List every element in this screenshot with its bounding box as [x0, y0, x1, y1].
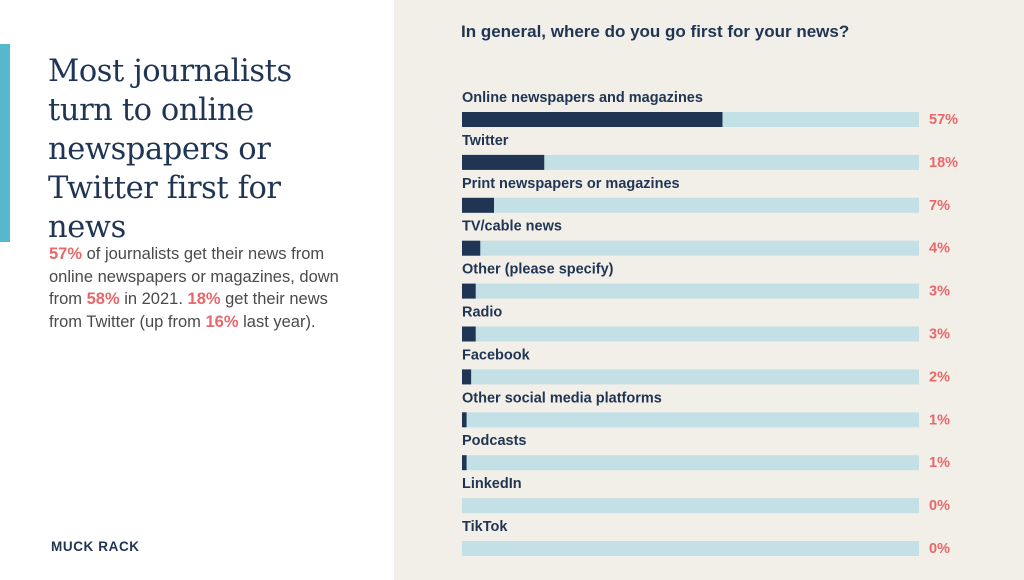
bar — [462, 197, 494, 213]
category-label: TikTok — [462, 519, 508, 535]
bar — [462, 112, 723, 127]
category-label: Other (please specify) — [462, 262, 614, 278]
value-label: 3% — [929, 284, 950, 300]
bar — [462, 240, 481, 256]
value-label: 2% — [929, 369, 950, 385]
bar-track — [462, 498, 919, 514]
stat-online-2022: 57% — [49, 245, 83, 263]
category-label: Twitter — [462, 133, 509, 149]
bar-track — [462, 283, 919, 299]
bar — [462, 283, 476, 299]
value-label: 4% — [929, 241, 950, 257]
category-label: Online newspapers and magazines — [462, 90, 703, 106]
category-label: Facebook — [462, 347, 531, 363]
stat-twitter-2022: 18% — [187, 290, 221, 308]
summary-text-part-2: in 2021. — [119, 290, 188, 308]
category-label: TV/cable news — [462, 219, 562, 235]
value-label: 0% — [929, 498, 950, 514]
category-label: Print newspapers or magazines — [462, 176, 680, 192]
bar-track — [462, 369, 919, 385]
bar-track — [462, 197, 919, 213]
bar — [462, 455, 467, 471]
value-label: 18% — [929, 155, 958, 171]
category-label: Podcasts — [462, 433, 526, 449]
bar — [462, 154, 545, 170]
summary-text-part-4: last year). — [238, 312, 316, 331]
bar-track — [462, 412, 919, 428]
accent-bar — [0, 44, 10, 242]
value-label: 1% — [929, 455, 950, 471]
bar-track — [462, 326, 919, 342]
summary-panel: Most journalists turn to online newspape… — [0, 0, 394, 580]
bar-track — [462, 455, 919, 471]
bar — [462, 369, 472, 385]
summary-text-part-3: get their news from Twitter (up from — [49, 290, 328, 331]
stat-online-2021: 58% — [86, 290, 120, 308]
value-label: 0% — [929, 541, 950, 557]
bar-track — [462, 154, 919, 170]
headline: Most journalists turn to online newspape… — [48, 54, 292, 245]
bar-track — [462, 240, 919, 256]
category-label: Other social media platforms — [462, 390, 662, 406]
category-label: Radio — [462, 305, 502, 321]
brand-logo: MUCK RACK — [51, 539, 140, 554]
bar — [462, 412, 467, 428]
value-label: 3% — [929, 327, 950, 343]
value-label: 1% — [929, 412, 950, 428]
chart-title: In general, where do you go first for yo… — [461, 22, 850, 41]
summary-text: 57% of journalists get their news from o… — [49, 243, 339, 333]
bar-track — [462, 541, 919, 556]
value-label: 57% — [929, 112, 958, 128]
category-label: LinkedIn — [462, 476, 522, 492]
summary-text-part-1: of journalists get their news from onlin… — [49, 245, 339, 308]
bar — [462, 326, 476, 342]
value-label: 7% — [929, 198, 950, 214]
stat-twitter-2021: 16% — [205, 312, 239, 331]
